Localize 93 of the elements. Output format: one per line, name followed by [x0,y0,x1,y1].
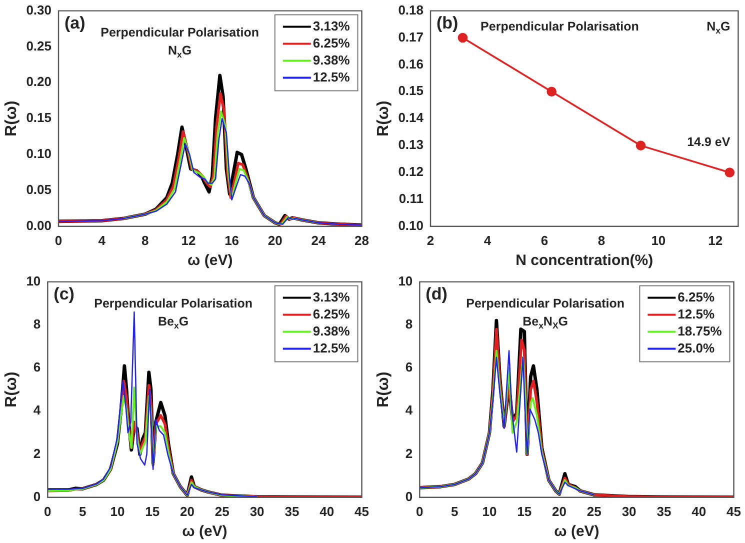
y-tick-label: 6 [405,360,413,375]
legend-label: 25.0% [678,340,715,356]
chart-title: (a) [64,13,86,32]
x-tick-label: 45 [726,504,742,519]
y-axis-title: R(ω) [375,100,392,136]
y-axis-title: R(ω) [3,100,20,136]
x-tick-label: 16 [224,232,240,248]
x-axis-title: ω (eV) [188,252,233,270]
annotation: Perpendicular Polarisation [100,25,260,40]
x-tick-label: 4 [98,232,106,248]
chart-title: (d) [426,284,448,304]
legend-label: 9.38% [312,52,350,68]
legend-label: 6.25% [312,306,350,322]
point [724,168,735,178]
y-tick-label: 10 [398,273,413,288]
legend-label: 12.5% [312,340,350,356]
y-tick-label: 4 [405,402,414,418]
y-tick-label: 0.18 [398,2,424,18]
x-tick-label: 8 [142,232,149,248]
y-tick-label: 0.05 [26,182,52,198]
y-tick-label: 10 [26,273,41,288]
x-tick-label: 2 [426,232,434,248]
point [636,140,646,150]
x-tick-label: 25 [586,504,602,519]
point [546,86,556,97]
annotation: 14.9 eV [687,134,731,149]
x-axis-title: ω (eV) [182,523,228,540]
x-tick-label: 35 [284,504,300,519]
y-tick-label: 0 [405,488,413,504]
x-tick-label: 35 [656,504,672,519]
y-tick-label: 0.00 [26,218,52,233]
x-tick-label: 12 [708,232,723,248]
x-tick-label: 28 [354,232,370,248]
y-tick-label: 0.15 [26,110,52,126]
y-tick-label: 0 [33,488,41,504]
x-tick-label: 10 [651,232,666,248]
y-tick-label: 0.25 [26,38,52,54]
legend-label: 18.75% [678,323,722,338]
x-tick-label: 40 [692,504,706,519]
y-tick-label: 0.16 [398,56,424,72]
annotation: Perpendicular Polarisation [480,19,639,34]
y-tick-label: 0.17 [398,29,424,44]
legend-label: 12.5% [678,306,715,322]
y-tick-label: 0.11 [398,191,424,206]
x-axis-title: ω (eV) [554,523,600,540]
annotation: Perpendicular Polarisation [466,296,625,310]
y-tick-label: 0.20 [26,74,52,90]
y-tick-label: 0.14 [398,110,424,126]
y-tick-label: 4 [33,402,42,418]
x-tick-label: 40 [320,504,334,519]
y-axis-title: R(ω) [375,372,392,408]
x-tick-label: 0 [54,232,62,248]
x-tick-label: 30 [622,504,636,519]
x-tick-label: 12 [181,232,196,248]
chart-title: (c) [54,284,74,304]
y-tick-label: 0.15 [398,83,424,98]
legend-label: 12.5% [312,69,350,84]
y-tick-label: 6 [33,360,41,375]
x-axis-title: N concentration(%) [516,252,654,270]
y-tick-label: 0.13 [398,137,424,152]
y-tick-label: 0.30 [26,2,52,18]
legend-label: 9.38% [312,323,350,338]
x-tick-label: 20 [268,232,282,248]
x-tick-label: 10 [482,504,497,519]
x-tick-label: 25 [214,504,230,519]
x-tick-label: 8 [598,232,606,248]
x-tick-label: 15 [145,504,160,519]
point [458,32,468,43]
y-tick-label: 2 [33,446,41,461]
y-axis-title: R(ω) [3,372,20,408]
x-tick-label: 24 [311,232,326,248]
y-tick-label: 0.10 [26,146,52,162]
legend-label: 3.13% [312,18,350,34]
x-tick-label: 10 [110,504,125,519]
legend-label: 6.25% [312,35,350,50]
annotation: Perpendicular Polarisation [94,296,253,310]
y-tick-label: 0.10 [398,218,424,233]
y-tick-label: 2 [405,446,413,461]
x-tick-label: 15 [517,504,532,519]
x-tick-label: 5 [78,504,86,519]
legend-label: 3.13% [312,289,350,304]
chart-title: (b) [436,13,458,32]
y-tick-label: 8 [33,316,41,332]
x-tick-label: 30 [250,504,264,519]
x-tick-label: 5 [450,504,458,519]
x-tick-label: 4 [484,232,492,248]
x-tick-label: 20 [180,504,194,519]
x-tick-label: 45 [354,504,370,519]
legend-label: 6.25% [678,289,715,304]
y-tick-label: 0.12 [398,164,424,180]
x-tick-label: 20 [552,504,566,519]
x-tick-label: 6 [540,232,548,248]
y-tick-label: 8 [405,316,413,332]
